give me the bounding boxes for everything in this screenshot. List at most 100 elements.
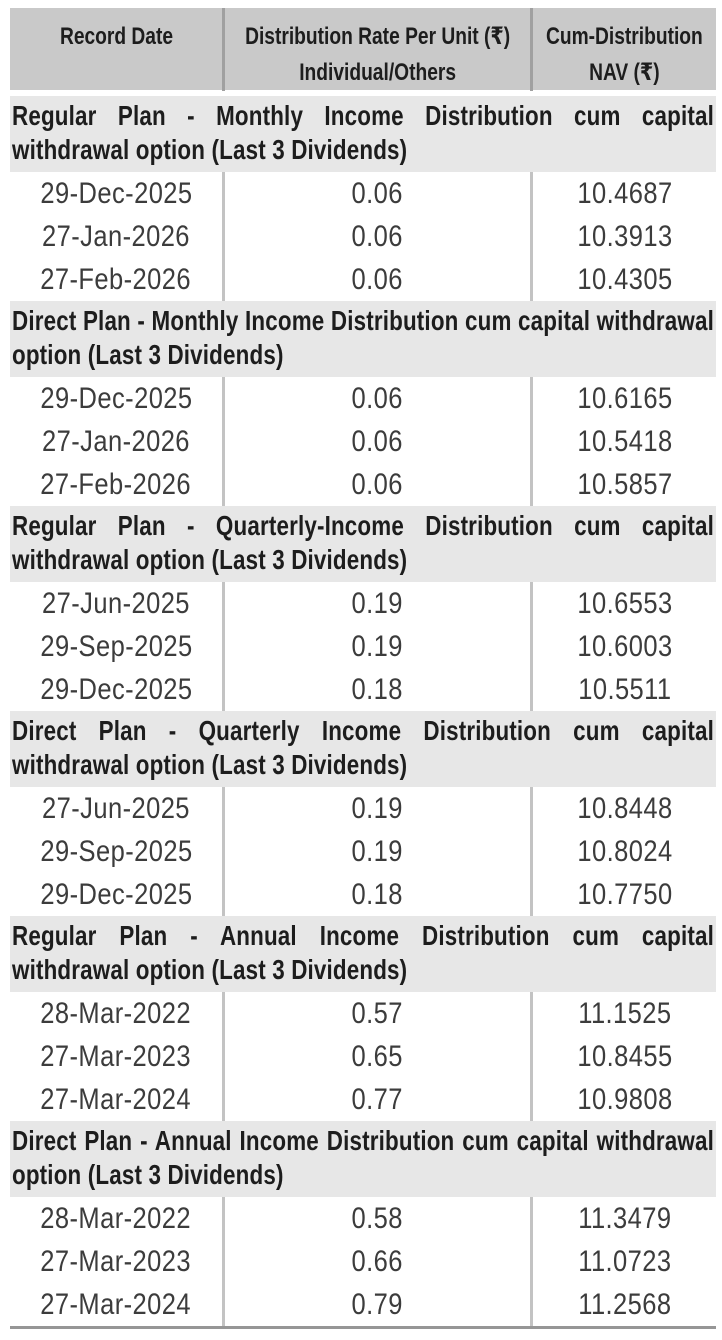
record-date-cell: 29-Dec-2025 bbox=[39, 176, 193, 210]
rate-column: 0.57 0.65 0.77 bbox=[225, 992, 533, 1121]
record-date-cell: 27-Mar-2023 bbox=[40, 1244, 192, 1278]
rate-cell: 0.06 bbox=[351, 424, 404, 458]
rate-column: 0.06 0.06 0.06 bbox=[225, 172, 533, 301]
rate-column: 0.19 0.19 0.18 bbox=[225, 787, 533, 916]
section-title-text: Direct Plan - Annual Income Distribution… bbox=[12, 1125, 714, 1190]
rate-column: 0.06 0.06 0.06 bbox=[225, 377, 533, 506]
record-date-cell: 27-Feb-2026 bbox=[40, 467, 192, 501]
nav-column: 11.3479 11.0723 11.2568 bbox=[533, 1197, 716, 1326]
col-header-record-date-label: Record Date bbox=[59, 23, 173, 50]
rate-cell: 0.19 bbox=[351, 791, 404, 825]
rate-cell: 0.19 bbox=[351, 586, 404, 620]
record-date-column: 29-Dec-2025 27-Jan-2026 27-Feb-2026 bbox=[10, 377, 225, 506]
nav-cell: 11.3479 bbox=[577, 1201, 672, 1235]
table-header-row: Record Date Distribution Rate Per Unit (… bbox=[10, 8, 716, 91]
record-date-cell: 29-Sep-2025 bbox=[39, 834, 193, 868]
rate-cell: 0.06 bbox=[351, 176, 404, 210]
rate-cell: 0.79 bbox=[351, 1287, 404, 1321]
rate-cell: 0.57 bbox=[351, 996, 404, 1030]
record-date-cell: 28-Mar-2022 bbox=[40, 1201, 192, 1235]
record-date-cell: 27-Jun-2025 bbox=[42, 586, 190, 620]
rate-cell: 0.06 bbox=[351, 219, 404, 253]
record-date-cell: 27-Feb-2026 bbox=[40, 262, 192, 296]
col-header-record-date: Record Date bbox=[10, 8, 225, 91]
nav-column: 10.6165 10.5418 10.5857 bbox=[533, 377, 716, 506]
col-header-cum-distribution-nav: Cum-Distribution NAV (₹) bbox=[533, 8, 716, 91]
section-title-regular-annual: Regular Plan - Annual Income Distributio… bbox=[10, 916, 716, 992]
nav-cell: 10.6165 bbox=[576, 381, 673, 415]
section-title-text: Regular Plan - Monthly Income Distributi… bbox=[12, 100, 714, 165]
section-title-text: Regular Plan - Annual Income Distributio… bbox=[12, 920, 714, 985]
rate-cell: 0.77 bbox=[351, 1082, 404, 1116]
rate-cell: 0.19 bbox=[351, 629, 404, 663]
record-date-cell: 28-Mar-2022 bbox=[40, 996, 192, 1030]
nav-cell: 10.4305 bbox=[576, 262, 673, 296]
record-date-cell: 29-Sep-2025 bbox=[39, 629, 193, 663]
nav-cell: 10.5418 bbox=[576, 424, 673, 458]
rate-cell: 0.18 bbox=[351, 672, 404, 706]
nav-cell: 10.3913 bbox=[576, 219, 673, 253]
record-date-cell: 27-Mar-2024 bbox=[40, 1287, 192, 1321]
rate-cell: 0.06 bbox=[351, 381, 404, 415]
rate-cell: 0.66 bbox=[351, 1244, 404, 1278]
record-date-cell: 27-Jan-2026 bbox=[42, 219, 190, 253]
nav-cell: 10.6553 bbox=[576, 586, 673, 620]
section-data-direct-annual: 28-Mar-2022 27-Mar-2023 27-Mar-2024 0.58… bbox=[10, 1197, 716, 1326]
nav-column: 10.8448 10.8024 10.7750 bbox=[533, 787, 716, 916]
rate-column: 0.19 0.19 0.18 bbox=[225, 582, 533, 711]
nav-cell: 10.4687 bbox=[576, 176, 673, 210]
nav-column: 10.4687 10.3913 10.4305 bbox=[533, 172, 716, 301]
col-header-distribution-rate: Distribution Rate Per Unit (₹) Individua… bbox=[225, 8, 533, 91]
nav-column: 11.1525 10.8455 10.9808 bbox=[533, 992, 716, 1121]
section-data-direct-monthly: 29-Dec-2025 27-Jan-2026 27-Feb-2026 0.06… bbox=[10, 377, 716, 506]
col-header-rate-line2: Individual/Others bbox=[299, 59, 456, 86]
record-date-cell: 29-Dec-2025 bbox=[39, 381, 193, 415]
section-title-text: Regular Plan - Quarterly-Income Distribu… bbox=[12, 510, 714, 575]
section-title-direct-monthly: Direct Plan - Monthly Income Distributio… bbox=[10, 301, 716, 377]
nav-column: 10.6553 10.6003 10.5511 bbox=[533, 582, 716, 711]
nav-cell: 10.5511 bbox=[577, 672, 672, 706]
record-date-cell: 29-Dec-2025 bbox=[39, 877, 193, 911]
section-title-regular-monthly: Regular Plan - Monthly Income Distributi… bbox=[10, 96, 716, 172]
record-date-cell: 27-Jan-2026 bbox=[42, 424, 190, 458]
nav-cell: 10.8455 bbox=[576, 1039, 673, 1073]
record-date-column: 27-Jun-2025 29-Sep-2025 29-Dec-2025 bbox=[10, 582, 225, 711]
nav-cell: 10.9808 bbox=[576, 1082, 673, 1116]
section-data-direct-quarterly: 27-Jun-2025 29-Sep-2025 29-Dec-2025 0.19… bbox=[10, 787, 716, 916]
nav-cell: 10.8024 bbox=[576, 834, 673, 868]
col-header-rate-line1: Distribution Rate Per Unit (₹) bbox=[244, 23, 511, 50]
col-header-nav-line2: NAV (₹) bbox=[589, 59, 660, 86]
section-title-direct-annual: Direct Plan - Annual Income Distribution… bbox=[10, 1121, 716, 1197]
section-data-regular-monthly: 29-Dec-2025 27-Jan-2026 27-Feb-2026 0.06… bbox=[10, 172, 716, 301]
nav-cell: 10.8448 bbox=[576, 791, 673, 825]
record-date-column: 29-Dec-2025 27-Jan-2026 27-Feb-2026 bbox=[10, 172, 225, 301]
header-gap bbox=[10, 90, 716, 96]
section-title-text: Direct Plan - Monthly Income Distributio… bbox=[12, 305, 714, 370]
section-title-regular-quarterly: Regular Plan - Quarterly-Income Distribu… bbox=[10, 506, 716, 582]
rate-cell: 0.19 bbox=[351, 834, 404, 868]
record-date-cell: 27-Mar-2023 bbox=[40, 1039, 192, 1073]
section-data-regular-quarterly: 27-Jun-2025 29-Sep-2025 29-Dec-2025 0.19… bbox=[10, 582, 716, 711]
nav-cell: 11.1525 bbox=[577, 996, 672, 1030]
rate-cell: 0.06 bbox=[351, 262, 404, 296]
rate-column: 0.58 0.66 0.79 bbox=[225, 1197, 533, 1326]
nav-cell: 11.0723 bbox=[577, 1244, 672, 1278]
col-header-nav-line1: Cum-Distribution bbox=[546, 23, 703, 50]
nav-cell: 10.5857 bbox=[576, 467, 673, 501]
nav-cell: 11.2568 bbox=[577, 1287, 672, 1321]
record-date-column: 28-Mar-2022 27-Mar-2023 27-Mar-2024 bbox=[10, 992, 225, 1121]
record-date-column: 27-Jun-2025 29-Sep-2025 29-Dec-2025 bbox=[10, 787, 225, 916]
record-date-cell: 27-Mar-2024 bbox=[40, 1082, 192, 1116]
section-title-text: Direct Plan - Quarterly Income Distribut… bbox=[12, 715, 714, 780]
record-date-column: 28-Mar-2022 27-Mar-2023 27-Mar-2024 bbox=[10, 1197, 225, 1326]
rate-cell: 0.58 bbox=[351, 1201, 404, 1235]
record-date-cell: 29-Dec-2025 bbox=[39, 672, 193, 706]
rate-cell: 0.18 bbox=[351, 877, 404, 911]
nav-cell: 10.6003 bbox=[576, 629, 673, 663]
rate-cell: 0.06 bbox=[351, 467, 404, 501]
record-date-cell: 27-Jun-2025 bbox=[42, 791, 190, 825]
table-bottom-rule bbox=[10, 1326, 716, 1329]
section-title-direct-quarterly: Direct Plan - Quarterly Income Distribut… bbox=[10, 711, 716, 787]
rate-cell: 0.65 bbox=[351, 1039, 404, 1073]
section-data-regular-annual: 28-Mar-2022 27-Mar-2023 27-Mar-2024 0.57… bbox=[10, 992, 716, 1121]
